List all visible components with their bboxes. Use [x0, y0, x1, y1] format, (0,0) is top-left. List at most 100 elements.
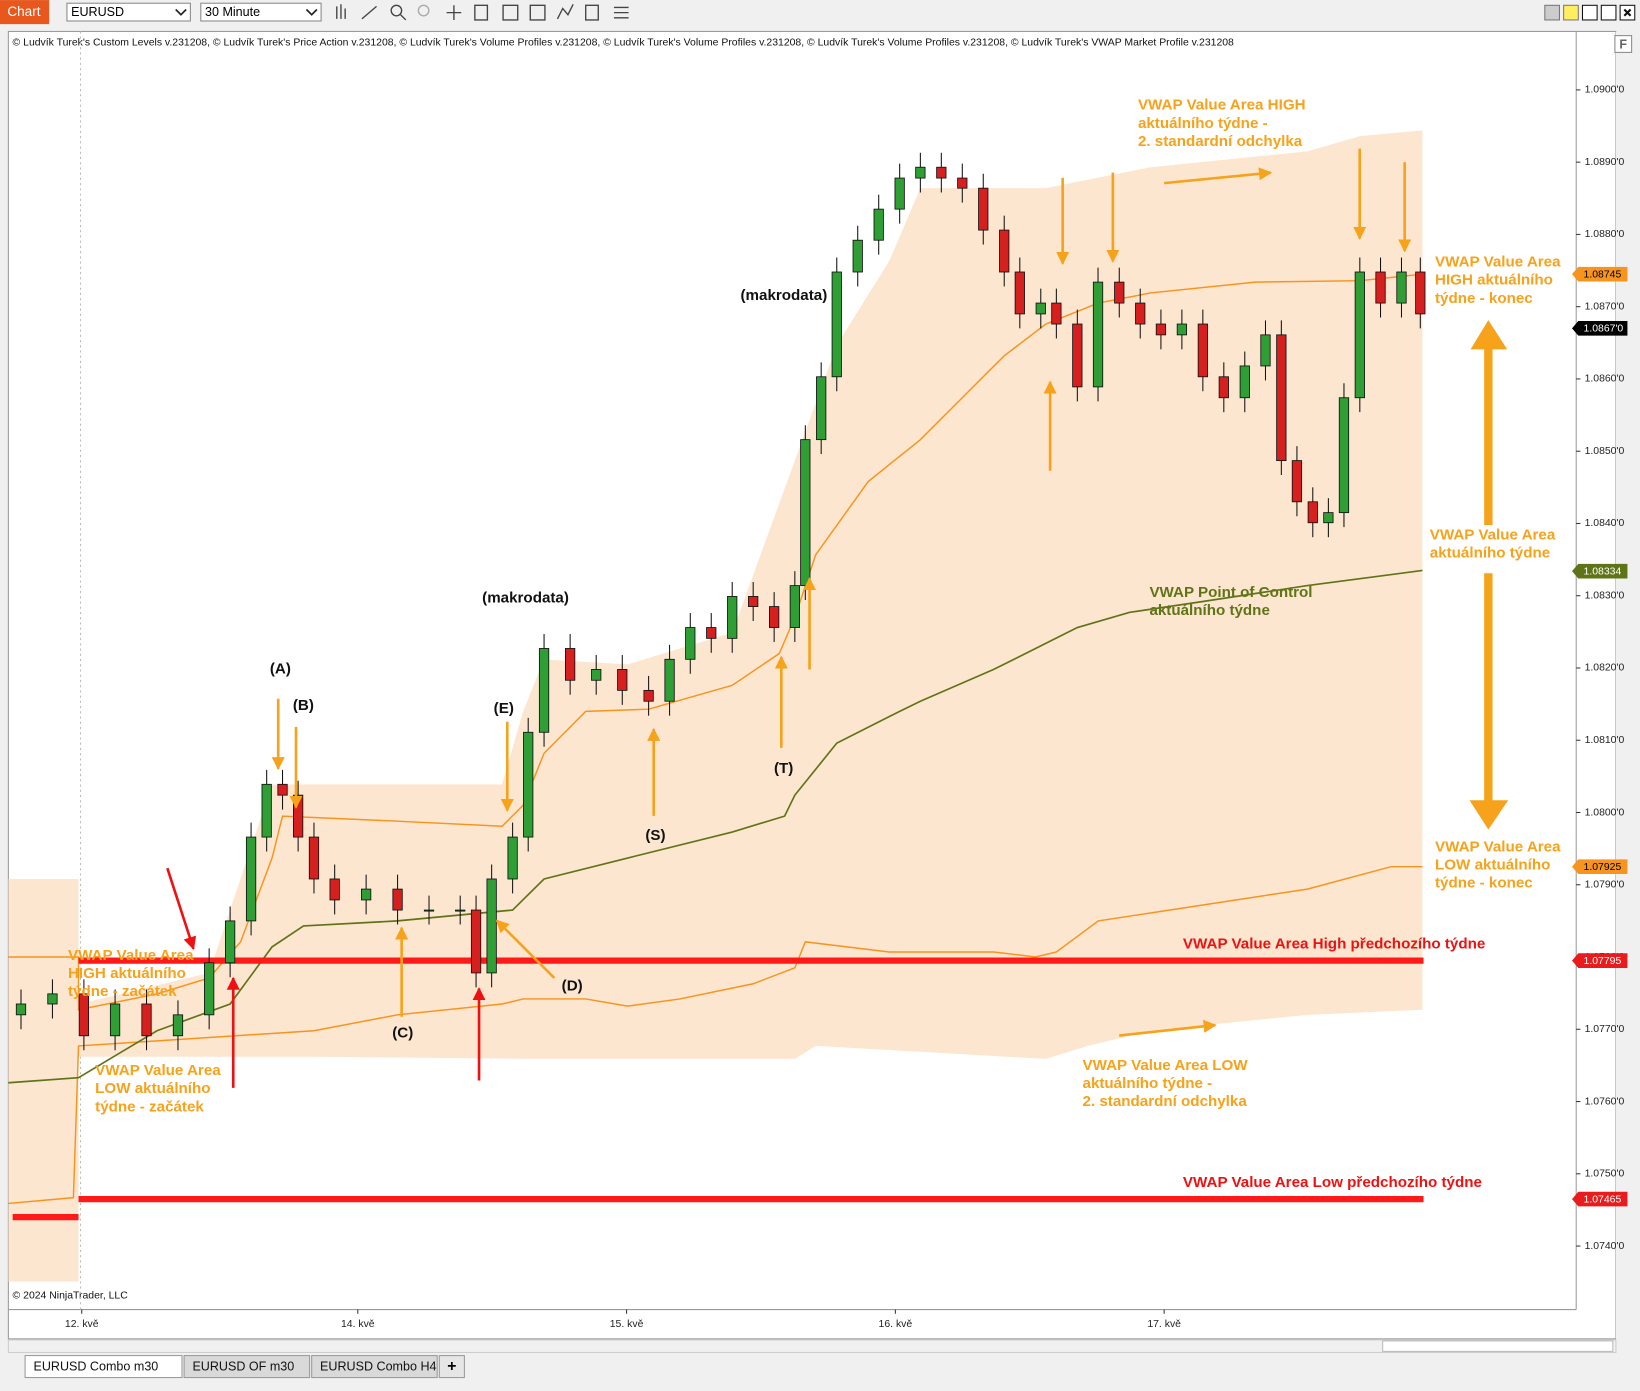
- add-tab[interactable]: [438, 1355, 465, 1379]
- y-tick-label: 1.0890'0: [1585, 157, 1625, 168]
- candle-body: [360, 888, 372, 901]
- side-button[interactable]: [1614, 35, 1633, 53]
- red-arrows: [166, 867, 486, 1088]
- annotation-arrows: [271, 148, 1412, 1037]
- candle-body: [1239, 365, 1250, 399]
- candle-body: [1396, 271, 1407, 304]
- price-marker-label: 1.07795: [1584, 956, 1622, 967]
- chart-tab[interactable]: [183, 1355, 311, 1379]
- candle-body: [224, 920, 236, 964]
- chart-tab[interactable]: [311, 1355, 438, 1379]
- annotation: aktuálního týdne -: [1138, 115, 1268, 132]
- y-tick-label: 1.0750'0: [1585, 1169, 1625, 1180]
- annotation: (T): [774, 760, 793, 777]
- annotation: týdne - konec: [1435, 290, 1533, 307]
- annotation: aktuálního týdne: [1149, 602, 1269, 619]
- candle-body: [591, 669, 602, 681]
- range-arrow: [1469, 320, 1509, 830]
- annotation: (B): [293, 697, 314, 714]
- candle-body: [1014, 271, 1025, 315]
- annotation: aktuálního týdne -: [1083, 1075, 1213, 1092]
- overlay: 1.0900'0 1.0890'0 1.0880'0 1.0870'0 1.0860'0…: [65, 85, 1628, 1330]
- candle-body: [1155, 323, 1167, 336]
- candle-body: [1218, 376, 1229, 399]
- interval-select[interactable]: [200, 2, 322, 22]
- chart-tab[interactable]: [24, 1355, 183, 1379]
- annotation: týdne - konec: [1435, 874, 1533, 891]
- price-marker: [1572, 321, 1628, 336]
- candle-body: [831, 271, 842, 378]
- annotation: VWAP Value Area: [95, 1062, 221, 1079]
- annotation: VWAP Value Area: [1435, 838, 1561, 855]
- plot-area: [8, 130, 1426, 1282]
- candle-body: [78, 993, 90, 1037]
- candle-body: [329, 878, 340, 901]
- annotation: HIGH aktuálního: [68, 965, 186, 982]
- candle-body: [1375, 271, 1386, 304]
- candle-body: [852, 239, 863, 273]
- annotation: VWAP Value Area: [68, 947, 194, 964]
- annotation: VWAP Value Area LOW: [1083, 1057, 1249, 1074]
- annotation: (makrodata): [741, 287, 828, 304]
- annotation: VWAP Value Area HIGH: [1138, 97, 1306, 114]
- candle-body: [1323, 512, 1334, 524]
- candle-body: [455, 909, 466, 912]
- window-buttons[interactable]: [1544, 4, 1636, 21]
- candle-body: [392, 888, 403, 911]
- candle-body: [1260, 334, 1271, 367]
- candle-body: [769, 606, 780, 628]
- annotation: (S): [645, 827, 665, 844]
- candle-body: [261, 783, 272, 838]
- annotation: VWAP Value Area High předchozího týdne: [1183, 936, 1485, 953]
- candle-body: [47, 993, 58, 1005]
- dropdown-icon: [305, 8, 318, 16]
- window-tab[interactable]: [0, 0, 50, 25]
- annotation: VWAP Value Area Low předchozího týdne: [1183, 1174, 1482, 1191]
- annotation: (D): [562, 977, 583, 994]
- candle-body: [565, 648, 576, 681]
- y-tick-label: 1.0740'0: [1585, 1241, 1625, 1252]
- chart-tab-label: EURUSD Combo m30: [33, 1359, 158, 1373]
- candle-body: [1291, 460, 1303, 503]
- price-marker: [1572, 953, 1628, 968]
- annotation: VWAP Value Area: [1430, 527, 1556, 544]
- x-tick-label: 17. kvě: [1147, 1319, 1181, 1330]
- annotation: VWAP Point of Control: [1149, 584, 1312, 601]
- indicator-header: © Ludvík Turek's Custom Levels v.231208,…: [13, 38, 1235, 49]
- candle-body: [706, 627, 717, 639]
- scrollbar[interactable]: [7, 1339, 1617, 1353]
- price-marker: [1572, 266, 1628, 282]
- annotation: týdne - začátek: [95, 1098, 204, 1115]
- annotation: (A): [270, 660, 291, 677]
- x-tick-label: 14. kvě: [341, 1319, 375, 1330]
- candle-body: [308, 836, 320, 880]
- candle-body: [1092, 281, 1104, 388]
- price-marker-label: 1.08334: [1584, 566, 1622, 577]
- candle-body: [1354, 271, 1365, 399]
- candle-body: [748, 596, 759, 607]
- scrollbar-thumb[interactable]: [1382, 1340, 1614, 1352]
- annotation: LOW aktuálního: [95, 1080, 210, 1097]
- window-tab-label: Chart: [7, 4, 40, 19]
- vwap-line: [8, 569, 1423, 1084]
- price-marker-label: 1.0867'0: [1584, 324, 1624, 335]
- candle-body: [1176, 323, 1188, 336]
- candle-body: [617, 669, 628, 691]
- price-marker-label: 1.08745: [1584, 269, 1622, 280]
- candle-body: [1114, 281, 1125, 304]
- chart-tab-label: EURUSD OF m30: [192, 1359, 294, 1373]
- instrument-select[interactable]: [66, 2, 191, 22]
- candle-body: [1276, 334, 1287, 462]
- candle-body: [172, 1014, 184, 1037]
- toolbar-icons[interactable]: [336, 3, 629, 21]
- annotation: (C): [392, 1024, 413, 1041]
- annotation: HIGH aktuálního: [1435, 272, 1553, 289]
- annotation: LOW aktuálního: [1435, 856, 1550, 873]
- candle-body: [664, 658, 675, 702]
- y-tick-label: 1.0870'0: [1585, 301, 1625, 312]
- y-tick-label: 1.0880'0: [1585, 229, 1625, 240]
- candle-body: [915, 166, 926, 179]
- candle-body: [1415, 271, 1426, 315]
- y-tick-label: 1.0790'0: [1585, 880, 1625, 891]
- candle-body: [978, 187, 989, 231]
